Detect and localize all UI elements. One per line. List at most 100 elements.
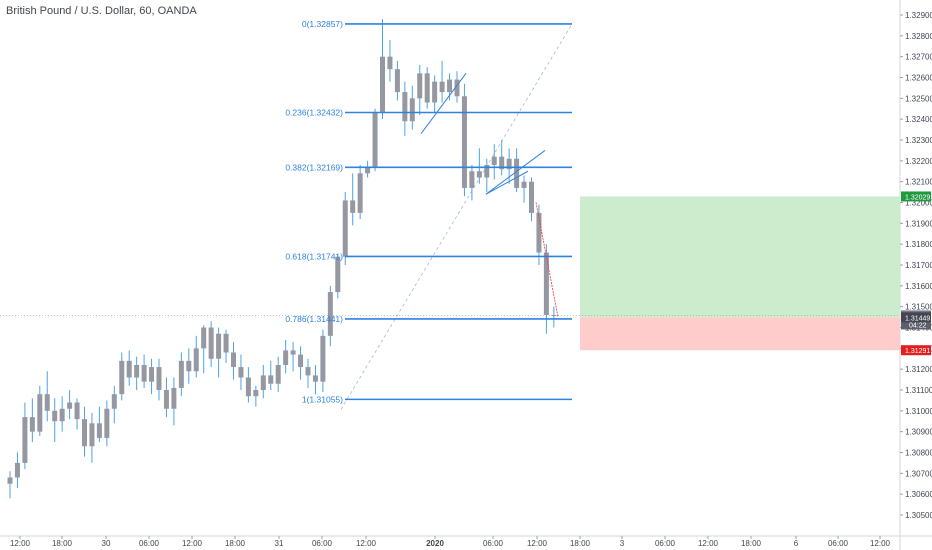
stop-price-tag: 1.31291 <box>905 348 930 355</box>
price-tick-label: 1.31200 <box>905 365 932 374</box>
candle-body <box>29 417 35 432</box>
candle-body <box>357 173 363 213</box>
time-tick-label: 06:00 <box>828 539 849 548</box>
entry-price-tag-bg <box>901 312 931 323</box>
candle-body <box>476 171 482 178</box>
candle-body <box>201 327 207 349</box>
candle-body <box>499 156 505 170</box>
candle-body <box>44 394 50 411</box>
candle-body <box>461 96 467 188</box>
price-tick-label: 1.32000 <box>905 199 932 208</box>
trendline[interactable] <box>420 73 467 135</box>
time-tick-label: 18:00 <box>52 539 73 548</box>
price-tick-label: 1.32100 <box>905 178 932 187</box>
time-tick-label: 12:00 <box>10 539 31 548</box>
candle-body <box>543 252 549 315</box>
candle-body <box>156 367 162 390</box>
time-tick-label: 18:00 <box>225 539 246 548</box>
projection-line[interactable] <box>535 202 559 318</box>
candle-body <box>439 81 445 93</box>
candle-body <box>52 410 58 422</box>
fib-trend-line[interactable] <box>340 23 573 410</box>
price-tick-label: 1.32800 <box>905 32 932 41</box>
candle-body <box>37 394 43 432</box>
time-tick-label: 12:00 <box>356 539 377 548</box>
candle-body <box>104 408 110 438</box>
candle-body <box>126 360 132 378</box>
candle-body <box>312 375 318 382</box>
stop-loss-zone[interactable] <box>580 317 900 351</box>
fib-level-label: 1(1.31055) <box>302 394 343 404</box>
candle-body <box>342 200 348 257</box>
candle-body <box>335 256 341 293</box>
candle-body <box>298 354 304 368</box>
candle-body <box>171 387 177 409</box>
time-tick-label: 2020 <box>426 539 444 548</box>
time-tick-label: 12:00 <box>182 539 203 548</box>
candle-body <box>491 156 497 165</box>
price-tick-label: 1.31100 <box>905 386 932 395</box>
price-tick-label: 1.32300 <box>905 136 932 145</box>
candle-body <box>149 367 155 382</box>
time-tick-label: 12:00 <box>870 539 891 548</box>
candle-body <box>141 365 147 382</box>
candle-body <box>74 402 80 420</box>
candle-body <box>7 477 13 484</box>
price-tick-label: 1.32600 <box>905 74 932 83</box>
price-tick-label: 1.30600 <box>905 490 932 499</box>
candle-body <box>402 92 408 122</box>
candle-body <box>163 390 169 409</box>
candle-body <box>514 158 520 188</box>
fib-level-label: 0.786(1.31441) <box>285 314 343 324</box>
candle-body <box>417 73 423 99</box>
fib-level-label: 0(1.32857) <box>302 19 343 29</box>
candle-body <box>260 375 266 390</box>
price-tick-label: 1.32400 <box>905 115 932 124</box>
price-tick-label: 1.30800 <box>905 449 932 458</box>
candle-body <box>424 73 430 103</box>
time-tick-label: 06:00 <box>139 539 160 548</box>
trendline[interactable] <box>485 150 546 195</box>
candle-body <box>216 333 222 359</box>
candle-body <box>551 315 557 316</box>
price-tick-label: 1.30700 <box>905 469 932 478</box>
price-tick-label: 1.31900 <box>905 219 932 228</box>
candle-body <box>394 69 400 93</box>
candle-body <box>380 56 385 113</box>
price-tick-label: 1.31000 <box>905 407 932 416</box>
candle-body <box>245 377 251 397</box>
candle-body <box>484 165 490 178</box>
candle-body <box>409 98 415 122</box>
candle-body <box>469 171 475 188</box>
candle-body <box>193 348 199 372</box>
trendline[interactable] <box>485 170 529 195</box>
candle-body <box>178 360 184 388</box>
time-tick-label: 06:00 <box>655 539 676 548</box>
time-tick-label: 12:00 <box>698 539 719 548</box>
fib-level-label: 0.618(1.31741) <box>285 251 343 261</box>
candle-body <box>529 181 534 213</box>
candle-body <box>119 360 125 395</box>
candle-body <box>372 112 378 168</box>
price-tick-label: 1.30500 <box>905 511 932 520</box>
target-price-tag-bg <box>901 191 931 202</box>
price-tick-label: 1.31700 <box>905 261 932 270</box>
price-tick-label: 1.31800 <box>905 240 932 249</box>
price-tick-label: 1.31500 <box>905 303 932 312</box>
countdown-bg <box>901 320 931 330</box>
target-price-tag: 1.32029 <box>905 194 930 201</box>
candle-body <box>268 375 274 384</box>
candle-body <box>14 462 20 478</box>
candle-body <box>305 367 311 376</box>
candle-body <box>454 79 460 97</box>
candle-body <box>208 327 214 359</box>
price-tick-label: 1.30900 <box>905 428 932 437</box>
candle-body <box>253 390 259 397</box>
candle-body <box>350 200 356 213</box>
profit-zone[interactable] <box>580 196 900 318</box>
candle-body <box>365 167 371 174</box>
candle-body <box>327 292 333 336</box>
candle-body <box>447 79 453 93</box>
price-tick-label: 1.31600 <box>905 282 932 291</box>
